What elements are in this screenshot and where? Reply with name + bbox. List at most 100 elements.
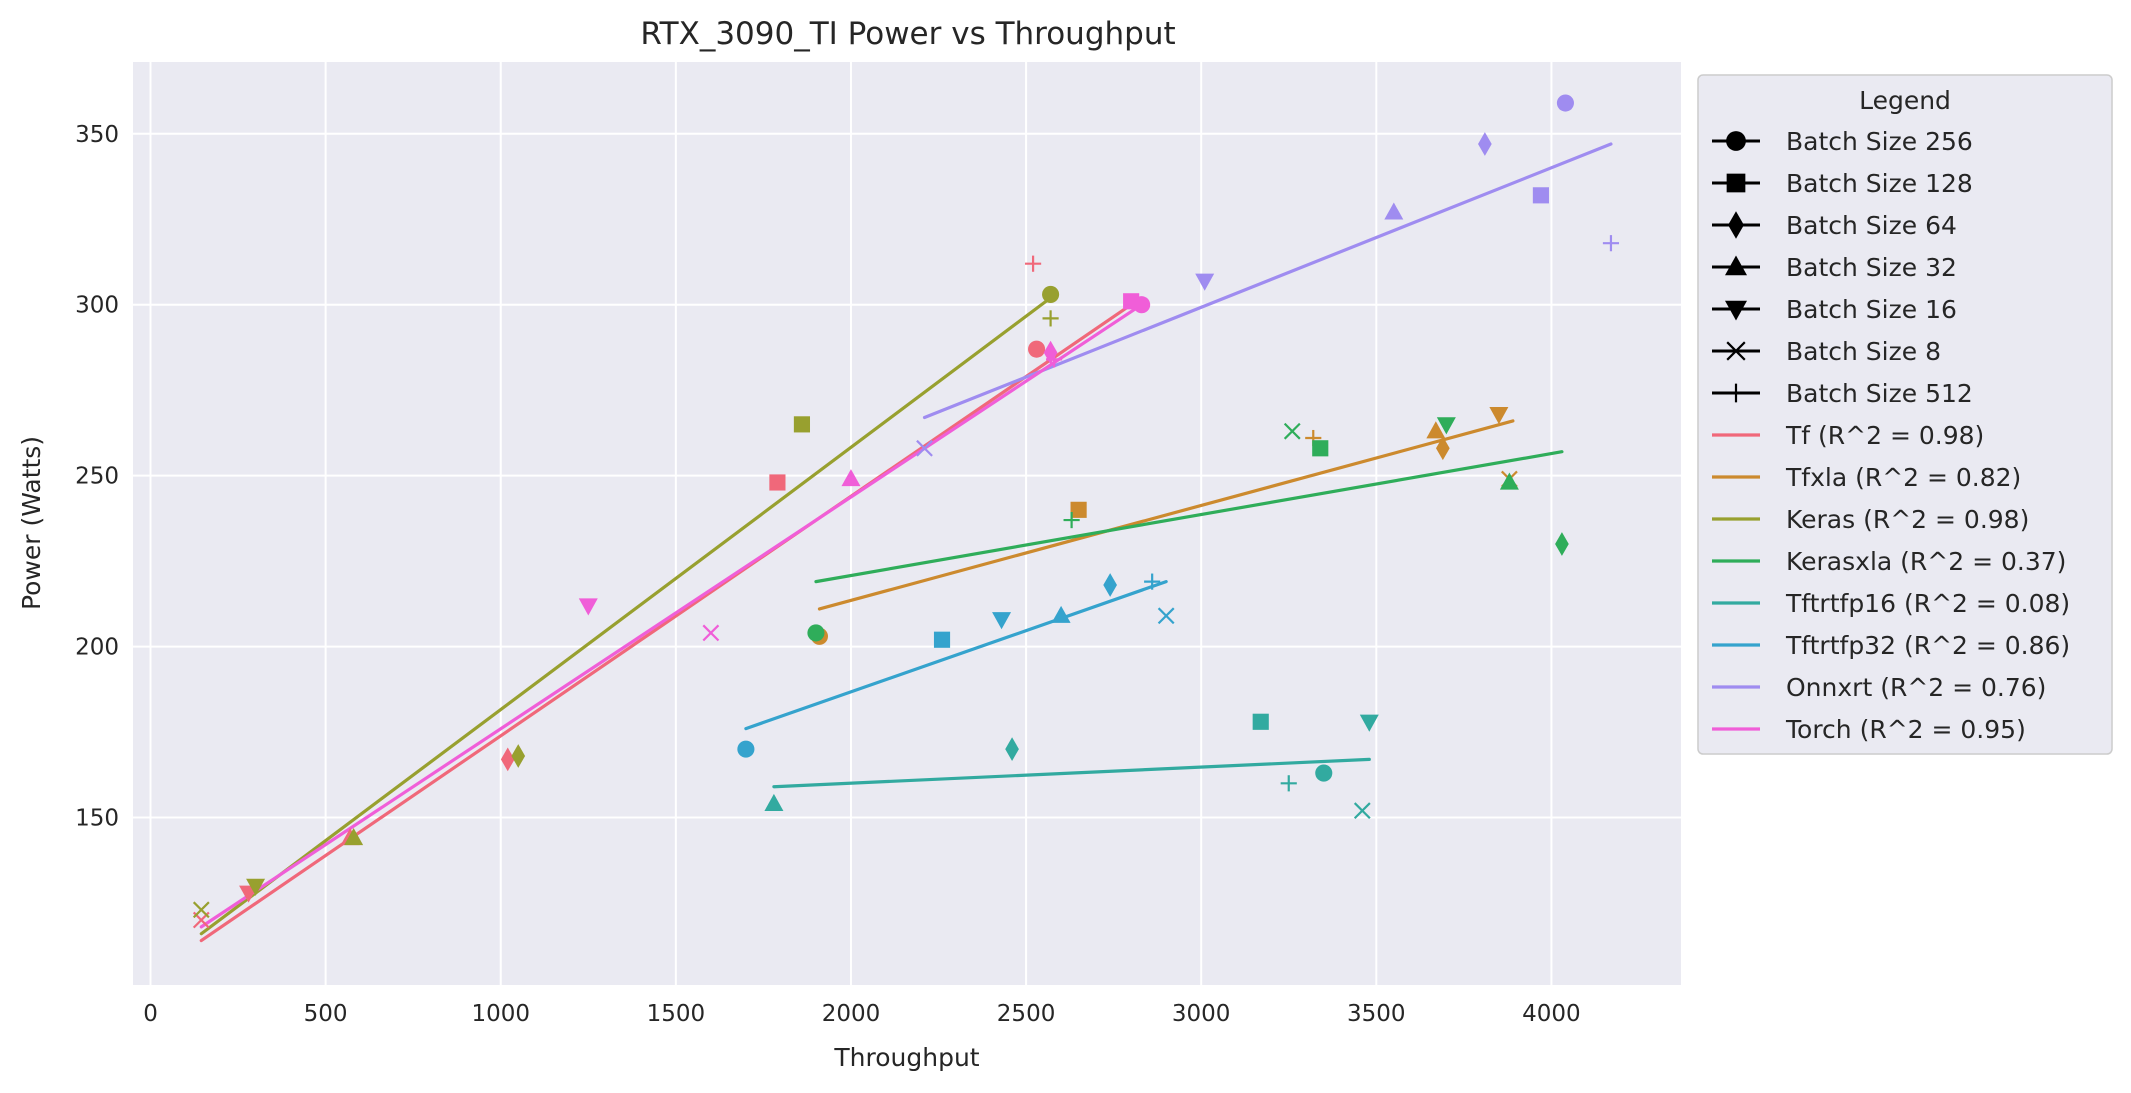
legend-label: Tf (R^2 = 0.98) bbox=[1785, 421, 1984, 450]
data-point bbox=[1144, 573, 1161, 590]
x-axis-label: Throughput bbox=[833, 1043, 979, 1072]
data-point bbox=[702, 624, 720, 642]
data-point bbox=[933, 631, 951, 648]
legend-marker bbox=[1726, 173, 1746, 193]
legend-item: Batch Size 16 bbox=[1712, 295, 1957, 324]
data-point bbox=[992, 612, 1012, 630]
fit-line-4 bbox=[772, 757, 1371, 789]
data-point bbox=[1070, 501, 1087, 518]
data-point bbox=[1025, 255, 1042, 272]
legend-item: Tf (R^2 = 0.98) bbox=[1712, 421, 1984, 450]
data-point bbox=[246, 878, 266, 896]
data-point bbox=[1280, 775, 1297, 792]
y-axis-label: Power (Watts) bbox=[17, 436, 46, 610]
y-tick-label: 300 bbox=[75, 293, 119, 319]
data-point bbox=[578, 598, 598, 616]
data-point bbox=[1123, 293, 1140, 310]
legend-item: Batch Size 64 bbox=[1712, 211, 1957, 240]
data-point bbox=[1426, 421, 1446, 439]
x-tick-label: 2500 bbox=[997, 1001, 1056, 1027]
data-point bbox=[764, 793, 784, 811]
legend-title: Legend bbox=[1859, 86, 1951, 115]
legend-label: Torch (R^2 = 0.95) bbox=[1785, 715, 2026, 744]
data-point bbox=[1359, 714, 1379, 732]
data-point bbox=[1195, 273, 1215, 291]
data-point bbox=[344, 828, 364, 846]
plot-area bbox=[133, 62, 1681, 985]
chart-title: RTX_3090_TI Power vs Throughput bbox=[640, 16, 1175, 52]
legend-label: Onnxrt (R^2 = 0.76) bbox=[1786, 673, 2046, 702]
legend-label: Batch Size 32 bbox=[1786, 253, 1957, 282]
data-point bbox=[511, 744, 526, 768]
x-tick-label: 1500 bbox=[647, 1001, 706, 1027]
data-point bbox=[769, 474, 786, 491]
data-point bbox=[1046, 351, 1063, 368]
data-point bbox=[1555, 532, 1569, 556]
legend-item: Tfxla (R^2 = 0.82) bbox=[1712, 463, 2021, 492]
legend-item: Onnxrt (R^2 = 0.76) bbox=[1712, 673, 2046, 702]
data-point bbox=[1602, 235, 1620, 252]
legend-label: Tfxla (R^2 = 0.82) bbox=[1785, 463, 2021, 492]
legend-label: Kerasxla (R^2 = 0.37) bbox=[1786, 547, 2066, 576]
data-point bbox=[916, 439, 933, 457]
legend-label: Tftrtfp32 (R^2 = 0.86) bbox=[1785, 631, 2070, 660]
legend-item: Batch Size 512 bbox=[1712, 379, 1973, 408]
legend-item: Batch Size 256 bbox=[1712, 127, 1973, 156]
data-point bbox=[1005, 737, 1019, 761]
y-tick-label: 200 bbox=[75, 635, 119, 661]
y-tick-label: 150 bbox=[75, 805, 119, 831]
data-point bbox=[841, 469, 861, 487]
data-point bbox=[1353, 802, 1371, 820]
x-tick-label: 0 bbox=[143, 1001, 158, 1027]
legend-item: Batch Size 8 bbox=[1712, 337, 1941, 366]
y-tick-label: 350 bbox=[75, 122, 119, 148]
x-tick-label: 4000 bbox=[1522, 1001, 1581, 1027]
data-point bbox=[1042, 310, 1059, 327]
legend-label: Keras (R^2 = 0.98) bbox=[1786, 505, 2029, 534]
legend-label: Batch Size 256 bbox=[1786, 127, 1973, 156]
fit-line-2 bbox=[199, 296, 1053, 936]
data-point bbox=[500, 747, 515, 772]
data-point bbox=[1384, 202, 1404, 220]
legend-label: Tftrtfp16 (R^2 = 0.08) bbox=[1785, 589, 2070, 618]
data-point bbox=[1042, 285, 1060, 304]
data-point bbox=[192, 901, 210, 919]
data-point bbox=[807, 624, 825, 642]
legend-marker bbox=[1726, 383, 1746, 403]
legend-box bbox=[1697, 74, 2113, 755]
data-point bbox=[1103, 573, 1117, 597]
data-point bbox=[1252, 713, 1269, 730]
legend-item: Batch Size 128 bbox=[1712, 169, 1973, 198]
data-points bbox=[192, 94, 1620, 929]
data-point bbox=[737, 740, 755, 758]
legend-items: Batch Size 256 Batch Size 128 Batch Size 6… bbox=[1712, 127, 2070, 744]
x-tick-label: 3500 bbox=[1347, 1001, 1406, 1027]
data-point bbox=[1532, 187, 1549, 204]
data-point bbox=[1556, 94, 1574, 112]
data-point bbox=[793, 416, 811, 433]
data-point bbox=[1315, 764, 1333, 782]
x-tick-labels: 0 500 1000 1500 2000 2500 3000 3500 4000 bbox=[143, 1001, 1580, 1027]
fit-line-7 bbox=[199, 303, 1144, 929]
data-point bbox=[1489, 406, 1509, 425]
legend-item: Batch Size 32 bbox=[1712, 253, 1957, 282]
legend-item: Kerasxla (R^2 = 0.37) bbox=[1712, 547, 2066, 576]
legend-item: Torch (R^2 = 0.95) bbox=[1712, 715, 2026, 744]
fit-line-1 bbox=[817, 419, 1515, 611]
legend-label: Batch Size 64 bbox=[1786, 211, 1957, 240]
legend-marker bbox=[1726, 131, 1746, 151]
fit-line-5 bbox=[744, 580, 1168, 731]
data-point bbox=[1157, 607, 1175, 625]
legend-label: Batch Size 16 bbox=[1786, 295, 1957, 324]
legend-marker bbox=[1725, 255, 1747, 276]
legend-item: Keras (R^2 = 0.98) bbox=[1712, 505, 2029, 534]
data-point bbox=[1312, 440, 1329, 457]
data-point bbox=[1499, 472, 1519, 490]
grid bbox=[133, 62, 1681, 985]
legend-marker bbox=[1728, 211, 1744, 239]
data-point bbox=[1283, 422, 1301, 440]
x-tick-label: 3000 bbox=[1172, 1001, 1231, 1027]
legend-item: Tftrtfp16 (R^2 = 0.08) bbox=[1712, 589, 2070, 618]
